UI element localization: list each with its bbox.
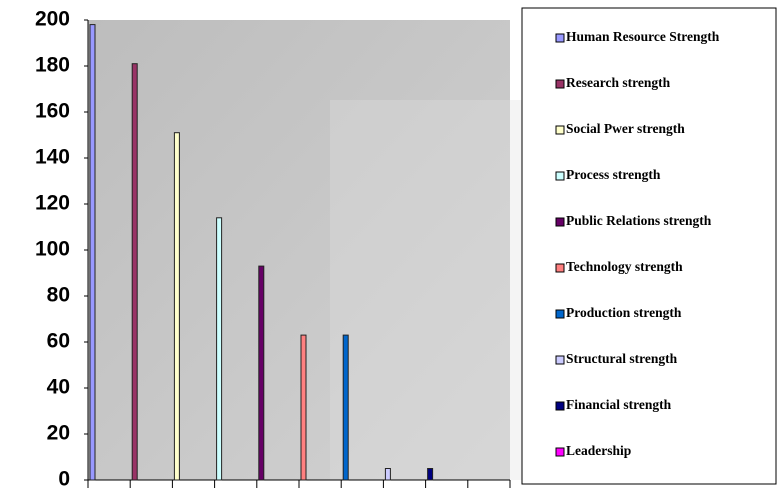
- y-tick-label: 0: [58, 468, 70, 491]
- y-tick-label: 40: [47, 376, 70, 399]
- legend-swatch: [556, 356, 564, 364]
- legend-swatch: [556, 448, 564, 456]
- legend-swatch: [556, 80, 564, 88]
- legend-swatch: [556, 264, 564, 272]
- bar: [343, 335, 348, 480]
- y-tick-label: 20: [47, 422, 70, 445]
- y-tick-label: 140: [35, 146, 70, 169]
- legend-swatch: [556, 218, 564, 226]
- bar: [259, 266, 264, 480]
- legend-swatch: [556, 34, 564, 42]
- legend-swatch: [556, 172, 564, 180]
- legend-label: Public Relations strength: [566, 213, 712, 228]
- y-tick-label: 60: [47, 330, 70, 353]
- y-tick-label: 120: [35, 192, 70, 215]
- bar: [301, 335, 306, 480]
- y-tick-label: 180: [35, 54, 70, 77]
- bar: [90, 25, 95, 480]
- legend-label: Production strength: [566, 305, 682, 320]
- y-tick-label: 160: [35, 100, 70, 123]
- legend-label: Social Pwer strength: [566, 121, 685, 136]
- legend-label: Technology strength: [566, 259, 683, 274]
- legend-swatch: [556, 310, 564, 318]
- legend-label: Human Resource Strength: [566, 29, 720, 44]
- bar: [174, 133, 179, 480]
- watermark: [330, 100, 530, 480]
- legend-label: Process strength: [566, 167, 661, 182]
- legend-label: Research strength: [566, 75, 671, 90]
- bar: [132, 64, 137, 480]
- legend-label: Leadership: [566, 443, 631, 458]
- y-tick-label: 80: [47, 284, 70, 307]
- bar: [428, 469, 433, 481]
- legend-label: Financial strength: [566, 397, 672, 412]
- bar: [217, 218, 222, 480]
- legend-swatch: [556, 402, 564, 410]
- bar: [385, 469, 390, 481]
- legend-label: Structural strength: [566, 351, 678, 366]
- y-tick-label: 100: [35, 238, 70, 261]
- y-tick-label: 200: [35, 8, 70, 31]
- legend-swatch: [556, 126, 564, 134]
- chart: 0 20 40 60 80 100 120 140 160 180 200 Human Resourc…: [0, 0, 779, 492]
